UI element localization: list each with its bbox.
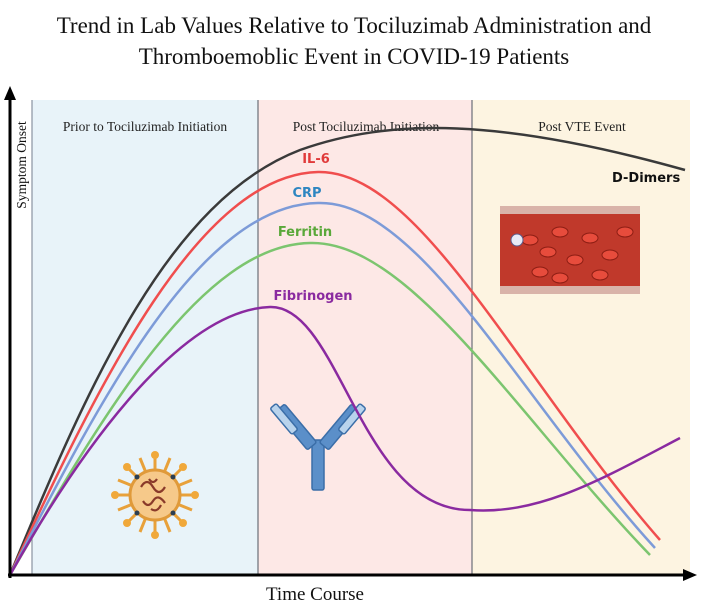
title-line: Trend in Lab Values Relative to Tociluzi… xyxy=(57,13,652,38)
panel-label: Post VTE Event xyxy=(538,119,626,134)
panel-label: Post Tociluzimab Initiation xyxy=(293,119,440,134)
il6-curve xyxy=(8,170,661,576)
d-dimers-curve xyxy=(8,126,686,576)
curve-label: CRP xyxy=(292,186,321,201)
curve-label: D-Dimers xyxy=(612,171,680,186)
y-axis-label: Symptom Onset xyxy=(14,121,29,209)
ferritin-curve xyxy=(8,241,651,576)
vessel-icon xyxy=(500,206,640,294)
panel-background xyxy=(258,100,472,575)
fibrinogen-curve xyxy=(8,305,681,576)
virus-icon xyxy=(111,451,199,539)
x-axis-label: Time Course xyxy=(266,584,364,605)
panel-background xyxy=(472,100,690,575)
x-axis-arrow xyxy=(683,569,697,581)
crp-curve xyxy=(8,201,656,576)
curve-label: Fibrinogen xyxy=(273,289,352,304)
y-axis-arrow xyxy=(4,86,16,100)
curve-label: Ferritin xyxy=(278,225,332,240)
curve-label: IL-6 xyxy=(302,152,330,167)
antibody-icon xyxy=(270,403,366,491)
panel-label: Prior to Tociluzimab Initiation xyxy=(63,119,227,134)
title-line: Thromboemoblic Event in COVID-19 Patient… xyxy=(139,44,570,69)
